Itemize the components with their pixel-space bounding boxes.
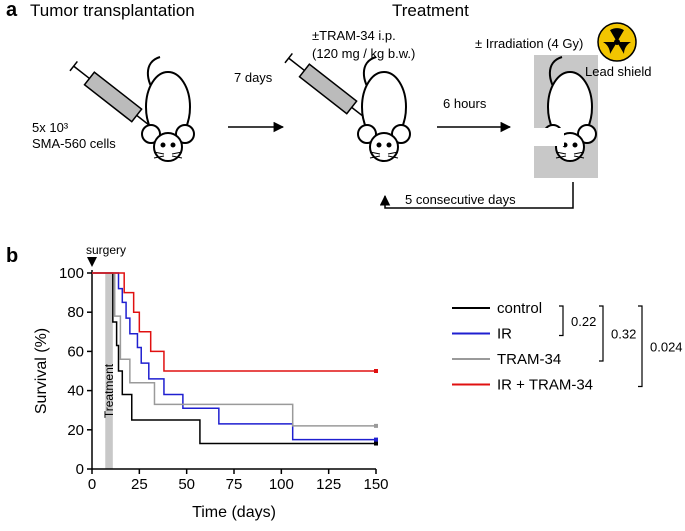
x-tick-label: 25 — [131, 476, 148, 493]
survival-curve — [92, 272, 376, 427]
shield-gap — [534, 128, 564, 146]
y-tick-label: 80 — [67, 304, 84, 321]
x-axis-label: Time (days) — [192, 504, 276, 521]
censor-mark — [374, 437, 378, 442]
legend-label: TRAM-34 — [497, 351, 561, 368]
y-tick-label: 0 — [76, 461, 84, 478]
span-label: Treatment — [102, 363, 116, 418]
x-tick-label: 75 — [226, 476, 243, 493]
censor-mark — [374, 441, 378, 446]
x-tick-label: 150 — [363, 476, 388, 493]
panel-label: b — [6, 245, 18, 267]
p-value: 0.22 — [571, 314, 596, 329]
text: 5 consecutive days — [405, 192, 516, 207]
text: ± Irradiation (4 Gy) — [475, 36, 583, 51]
heading: Treatment — [392, 1, 469, 20]
treatment-span — [105, 273, 113, 469]
text: 5x 10³ — [32, 120, 69, 135]
y-axis-label: Survival (%) — [33, 328, 50, 414]
surgery-label: surgery — [86, 243, 126, 257]
survival-curve — [92, 272, 376, 441]
text: Lead shield — [585, 64, 652, 79]
text: (120 mg / kg b.w.) — [312, 46, 415, 61]
mouse — [141, 56, 195, 162]
legend-label: control — [497, 300, 542, 317]
p-value: 0.32 — [611, 327, 636, 342]
text: SMA-560 cells — [32, 136, 116, 151]
mouse — [357, 56, 411, 162]
heading: Tumor transplantation — [30, 1, 195, 20]
y-tick-label: 20 — [67, 422, 84, 439]
surgery-arrow — [87, 257, 97, 267]
y-tick-label: 40 — [67, 383, 84, 400]
x-tick-label: 100 — [269, 476, 294, 493]
syringe — [67, 59, 159, 135]
x-tick-label: 50 — [178, 476, 195, 493]
panel-label: a — [6, 0, 18, 21]
censor-mark — [374, 369, 378, 373]
syringe — [282, 51, 374, 127]
comparison-bracket — [599, 305, 604, 362]
survival-curve — [92, 272, 376, 372]
legend-label: IR + TRAM-34 — [497, 377, 593, 394]
survival-curve — [92, 272, 376, 445]
radiation-icon — [597, 22, 637, 62]
y-tick-label: 100 — [59, 265, 84, 282]
text: 6 hours — [443, 96, 487, 111]
comparison-bracket — [638, 305, 643, 388]
legend-label: IR — [497, 326, 512, 343]
comparison-bracket — [559, 305, 564, 337]
p-value: 0.024 — [650, 339, 683, 354]
y-tick-label: 60 — [67, 343, 84, 360]
x-tick-label: 125 — [316, 476, 341, 493]
text: ±TRAM-34 i.p. — [312, 28, 396, 43]
text: 7 days — [234, 70, 273, 85]
censor-mark — [374, 423, 378, 428]
loop-arrow — [379, 182, 574, 209]
x-tick-label: 0 — [88, 476, 96, 493]
